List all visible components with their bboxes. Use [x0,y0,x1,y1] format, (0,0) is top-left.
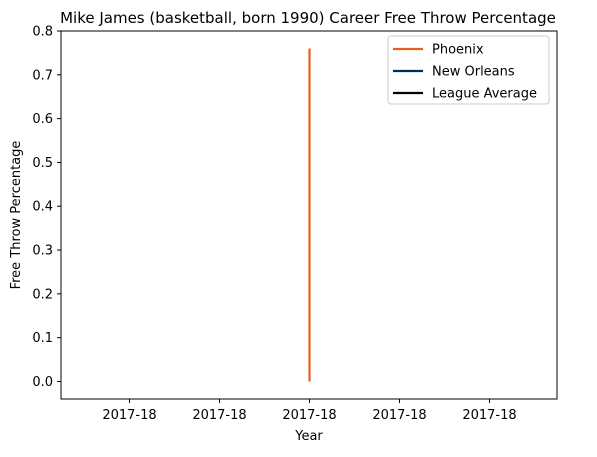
legend-box [387,35,550,105]
y-tick-label: 0.1 [32,331,53,346]
chart-title: Mike James (basketball, born 1990) Caree… [60,9,556,27]
x-tick-label: 2017-18 [282,408,336,423]
y-tick-label: 0.0 [32,375,53,390]
legend-label-new-orleans: New Orleans [432,65,515,80]
plot-area: 0.0 0.1 0.2 0.3 0.4 0.5 0.6 0.7 0.8 2017-18 2017-1… [32,25,558,423]
x-tick-label: 2017-18 [192,408,246,423]
x-axis-label: Year [294,429,323,444]
y-tick-label: 0.2 [32,287,53,302]
legend-label-phoenix: Phoenix [432,43,484,58]
x-tick-label: 2017-18 [102,408,156,423]
y-tick-label: 0.5 [32,156,53,171]
y-tick-label: 0.6 [32,112,53,127]
y-tick-label: 0.4 [32,200,53,215]
y-tick-label: 0.3 [32,244,53,259]
y-axis-label: Free Throw Percentage [9,141,24,290]
y-tick-label: 0.8 [32,25,53,40]
y-tick-label: 0.7 [32,68,53,83]
legend: Phoenix New Orleans League Average [387,35,550,105]
x-tick-label: 2017-18 [462,408,516,423]
x-tick-label: 2017-18 [372,408,426,423]
legend-label-league-average: League Average [432,87,537,102]
